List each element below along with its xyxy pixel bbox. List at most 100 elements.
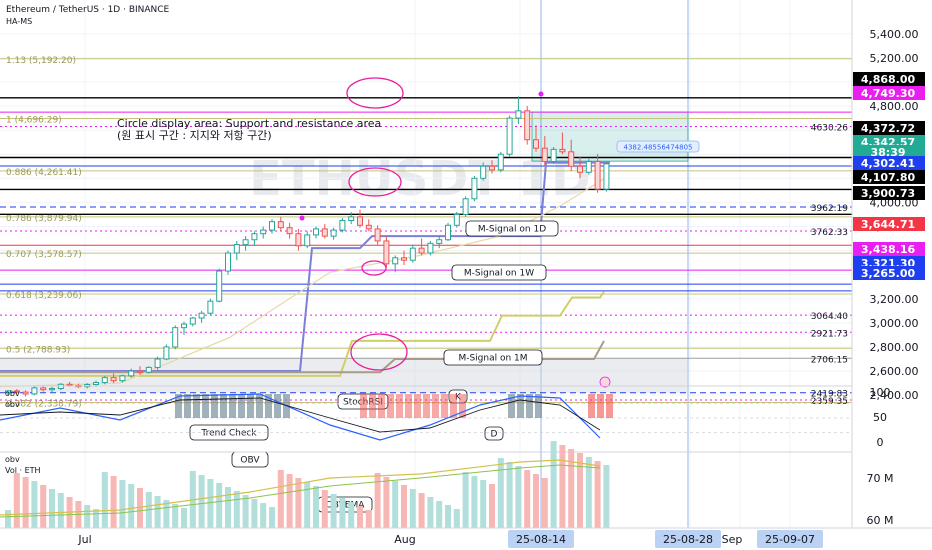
candle-body <box>181 323 187 329</box>
m-signal-1d-callout-text: M-Signal on 1D <box>478 225 546 235</box>
candle-body <box>269 221 275 231</box>
volume-bar <box>401 485 407 528</box>
volume-bar <box>462 472 469 528</box>
candle-body <box>427 242 434 254</box>
price-label-box <box>853 145 925 159</box>
obvema-callout-text: OBVEMA <box>326 501 366 511</box>
trend-check-bar <box>535 394 542 418</box>
volume-bar <box>225 487 231 528</box>
volume-bar <box>330 494 337 528</box>
trend-check-bar <box>526 394 533 418</box>
candle-body <box>506 117 513 155</box>
m-signal-1w-callout-box <box>451 264 547 281</box>
trend-check-bar <box>175 394 182 418</box>
candle-body <box>216 270 223 302</box>
volume-bar <box>453 509 460 528</box>
volume-bar <box>524 470 531 528</box>
candle-body <box>225 252 231 272</box>
time-axis[interactable]: Jul Aug 25-08-14 25-08-28 Sep 25-09-07 <box>0 527 932 550</box>
candle-body <box>128 370 135 377</box>
volume-bar <box>365 510 372 528</box>
volume-bar <box>489 484 495 528</box>
volume-bar <box>603 465 610 528</box>
k-callout-text: K <box>455 393 462 403</box>
price-label-box <box>853 86 925 100</box>
volume-bar <box>40 485 47 528</box>
candle-body <box>568 151 575 167</box>
volume-bar <box>137 488 143 528</box>
time-label-highlight <box>655 530 721 548</box>
level-label: 3962.19 <box>811 204 848 214</box>
candle-body <box>330 229 337 237</box>
horizontal-levels-layer: 4630.26 3962.19 3762.33 3064.40 2921.73 2706.… <box>0 97 852 407</box>
trend-check-bar <box>414 394 421 418</box>
candle-body <box>93 381 99 386</box>
time-axis-tick: 25-08-28 <box>663 533 713 546</box>
level-label: 2419.83 <box>811 390 848 400</box>
candle-body <box>286 227 293 235</box>
candle-body <box>453 213 460 226</box>
volume-bar <box>13 473 20 528</box>
fib-label: 0.786 (3,879.94) <box>6 214 82 224</box>
price-label-text: 3,644.71 <box>861 218 915 231</box>
price-label-box <box>853 156 925 170</box>
price-label-text: 4,372.72 <box>861 122 915 135</box>
time-axis-tick: Sep <box>722 533 743 546</box>
obvema-line <box>0 464 601 518</box>
candle-body <box>524 110 531 141</box>
candle-body <box>515 110 522 119</box>
trend-check-bar <box>450 394 457 418</box>
trend-check-bar <box>508 394 515 418</box>
trend-check-bar <box>387 394 394 418</box>
fib-label: 0.382 (2,338.79) <box>6 400 82 410</box>
volume-bar <box>418 493 425 528</box>
candle-body <box>172 327 179 348</box>
price-label-box <box>853 72 925 86</box>
volume-pane-sublabel: Vol · ETH <box>5 466 41 475</box>
trend-check-bar <box>517 394 524 418</box>
trend-check-bar <box>432 394 439 418</box>
current-price-text: 4382.48556474805 <box>623 144 692 152</box>
support-resistance-circle <box>348 167 402 197</box>
volume-bar <box>559 445 566 528</box>
fib-label: 0.707 (3,578.57) <box>6 250 82 260</box>
volume-bar <box>577 453 583 528</box>
stoch-pane: obv obv <box>0 385 932 441</box>
candle-body <box>603 163 610 190</box>
price-axis-tick: 3,200.00 <box>870 293 919 306</box>
volume-bar <box>5 510 11 528</box>
volume-bar <box>260 503 267 528</box>
m-signal-1d-line <box>0 161 610 373</box>
trend-check-bar <box>423 394 430 418</box>
candle-body <box>321 228 328 237</box>
candle-body <box>383 240 390 265</box>
m-signal-1m-callout-box <box>443 349 543 366</box>
trend-check-bar <box>378 394 385 418</box>
support-resistance-circle <box>350 333 408 371</box>
trend-check-bar <box>238 394 245 418</box>
price-axis-tick: 2,800.00 <box>870 341 919 354</box>
volume-bar <box>216 483 223 528</box>
candle-body <box>550 148 557 162</box>
candle-body <box>198 312 205 319</box>
candle-body <box>31 387 38 395</box>
trend-check-bar <box>184 394 191 418</box>
volume-axis-tick: 60 M <box>867 514 894 527</box>
trend-check-bar <box>597 394 604 418</box>
fib-layer: 1.13 (5,192.20) 1 (4,696.29) 0.886 (4,261.… <box>0 56 852 410</box>
volume-bar <box>198 475 205 528</box>
fib-label: 1.13 (5,192.20) <box>6 56 76 66</box>
volume-bar <box>304 482 311 528</box>
volume-bar <box>163 500 170 528</box>
level-label: 2359.35 <box>811 397 848 407</box>
chart-header: Ethereum / TetherUS · 1D · BINANCE HA-MS <box>6 5 170 26</box>
obv-line <box>0 459 601 516</box>
trend-check-bar <box>274 394 281 418</box>
volume-bar <box>101 472 108 528</box>
candle-body <box>489 165 495 171</box>
trend-check-bar <box>396 394 403 418</box>
volume-bar <box>93 509 99 528</box>
fib-label: 0.886 (4,261.41) <box>6 168 82 178</box>
